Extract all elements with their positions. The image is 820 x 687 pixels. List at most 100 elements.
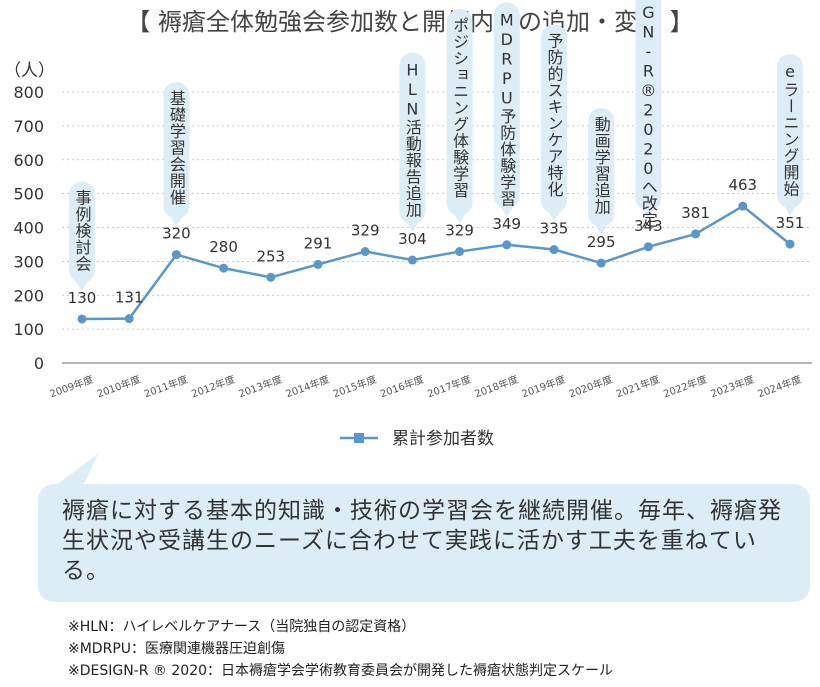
- annotation-bubble-shape: [493, 2, 520, 209]
- footnote-hln: ※HLN：ハイレベルケアナース（当院独自の認定資格）: [68, 619, 416, 635]
- annotation-bubble: 予防的スキンケア特化: [541, 24, 567, 222]
- annotation-bubble-pointer: [500, 206, 513, 217]
- annotation-bubble-shape: [777, 54, 803, 209]
- annotation-bubble: eラーニング開始: [777, 54, 803, 217]
- y-tick-label: 100: [13, 320, 44, 339]
- data-point: [360, 247, 370, 257]
- annotation-bubble-pointer: [170, 216, 183, 227]
- y-axis-ticks: 0 100 200 300 400 500 600 700 800: [13, 83, 44, 373]
- annotation-bubble-shape: [69, 181, 95, 283]
- annotation-bubble-shape: [163, 82, 190, 219]
- annotation-text: 予防的スキンケア特化: [545, 33, 564, 198]
- data-point: [171, 250, 181, 260]
- x-tick-label: 2022年度: [661, 373, 708, 401]
- annotation-text: MDRPU予防体験学習: [497, 10, 516, 207]
- x-tick-label: 2020年度: [567, 373, 614, 401]
- annotation-text: DESIGN-R®2020へ改定: [639, 0, 658, 228]
- annotation-bubble: MDRPU予防体験学習: [493, 2, 520, 217]
- annotation-bubble: 動画学習追加: [588, 108, 615, 236]
- y-tick-label: 400: [13, 219, 44, 238]
- x-tick-label: 2009年度: [48, 373, 95, 401]
- line-chart: 【 褥瘡全体勉強会参加数と開催内容の追加・変化 】 （人） 0 100 200 300…: [4, 0, 812, 449]
- data-label: 304: [398, 230, 427, 248]
- data-labels: 130 131 320 280 253 291 329 304 329 349 335 295 343 3…: [68, 176, 805, 307]
- data-label: 343: [634, 217, 663, 235]
- annotation-text: eラーニング開始: [781, 62, 800, 197]
- annotation-bubble-pointer: [642, 208, 655, 219]
- x-tick-label: 2018年度: [473, 373, 520, 401]
- chart-title: 【 褥瘡全体勉強会参加数と開催内容の追加・変化 】: [126, 8, 693, 36]
- annotation-bubble-pointer: [406, 222, 419, 233]
- annotation-bubble: ポジショニング体験学習: [446, 9, 473, 224]
- x-tick-label: 2019年度: [520, 373, 567, 401]
- data-label: 329: [351, 222, 380, 240]
- annotation-bubble-pointer: [784, 206, 796, 217]
- x-axis-ticks: 2009年度 2010年度 2011年度 2012年度 2013年度 2014年度 2015…: [48, 373, 803, 401]
- y-tick-label: 200: [13, 286, 44, 305]
- summary-box: [38, 484, 810, 602]
- x-tick-label: 2017年度: [425, 373, 472, 401]
- data-point: [313, 259, 323, 269]
- data-label: 381: [681, 204, 710, 222]
- annotation-text: HLN活動報告追加: [403, 61, 422, 219]
- x-tick-label: 2010年度: [95, 373, 142, 401]
- summary-text: 褥瘡に対する基本的知識・技術の学習会を継続開催。毎年、褥瘡発生状況や受講生のニー…: [62, 498, 782, 584]
- annotation-bubble-shape: [635, 0, 662, 211]
- data-label: 463: [728, 176, 757, 194]
- annotation-text: 事例検討会: [73, 189, 92, 272]
- annotation-bubble-pointer: [595, 225, 608, 236]
- data-point: [77, 314, 87, 324]
- x-tick-label: 2014年度: [284, 373, 331, 401]
- annotation-bubble-shape: [588, 108, 615, 228]
- data-label: 351: [776, 214, 805, 232]
- data-point: [502, 240, 512, 250]
- data-point: [219, 263, 229, 273]
- annotation-bubble: 事例検討会: [69, 181, 95, 291]
- y-axis-label: （人）: [4, 61, 55, 81]
- annotation-bubble-shape: [446, 9, 473, 216]
- data-label: 131: [115, 289, 144, 307]
- annotation-text: 動画学習追加: [592, 116, 611, 215]
- y-tick-label: 300: [13, 252, 44, 271]
- data-label: 335: [540, 220, 569, 238]
- annotation-bubble-shape: [541, 24, 567, 214]
- annotation-bubble-pointer: [76, 280, 88, 291]
- annotation-text: ポジショニング体験学習: [450, 17, 469, 199]
- data-point: [691, 229, 701, 239]
- annotation-bubble: 基礎学習会開催: [163, 82, 190, 227]
- data-label: 253: [256, 247, 285, 265]
- data-point: [643, 242, 653, 252]
- data-label: 291: [304, 234, 333, 252]
- data-point: [738, 201, 748, 211]
- data-label: 280: [209, 238, 238, 256]
- x-tick-label: 2011年度: [142, 373, 189, 401]
- annotation-bubble: DESIGN-R®2020へ改定: [635, 0, 662, 228]
- data-point: [124, 314, 134, 324]
- x-tick-label: 2012年度: [189, 373, 236, 401]
- annotation-text: 基礎学習会開催: [167, 90, 186, 206]
- series-line: [81, 204, 791, 321]
- data-point: [407, 255, 417, 265]
- x-tick-label: 2013年度: [237, 373, 284, 401]
- x-tick-label: 2016年度: [378, 373, 425, 401]
- legend: 累計参加者数: [340, 429, 494, 449]
- y-tick-label: 500: [13, 185, 44, 204]
- data-point: [266, 272, 276, 282]
- annotation-bubble-pointer: [548, 211, 560, 222]
- annotations: 事例検討会 基礎学習会開催 HLN活動報告追加 ポジショニング体験学習 MDRPU予防体…: [69, 0, 803, 291]
- annotation-bubble-shape: [399, 52, 426, 225]
- data-label: 320: [162, 225, 191, 243]
- legend-label: 累計参加者数: [392, 429, 494, 449]
- y-tick-label: 800: [13, 83, 44, 102]
- footnote-mdrpu: ※MDRPU：医療関連機器圧迫創傷: [68, 641, 286, 657]
- annotation-bubble: HLN活動報告追加: [399, 52, 426, 233]
- data-point: [785, 239, 795, 249]
- x-tick-label: 2024年度: [756, 373, 803, 401]
- data-point: [596, 258, 606, 268]
- legend-marker: [354, 433, 364, 443]
- x-tick-label: 2021年度: [614, 373, 661, 401]
- y-tick-label: 0: [34, 354, 44, 373]
- data-point: [549, 245, 559, 255]
- footnotes: ※HLN：ハイレベルケアナース（当院独自の認定資格） ※MDRPU：医療関連機器…: [68, 616, 808, 682]
- footnote-design-r: ※DESIGN-R ® 2020：日本褥瘡学会学術教育委員会が開発した褥瘡状態判…: [68, 663, 614, 679]
